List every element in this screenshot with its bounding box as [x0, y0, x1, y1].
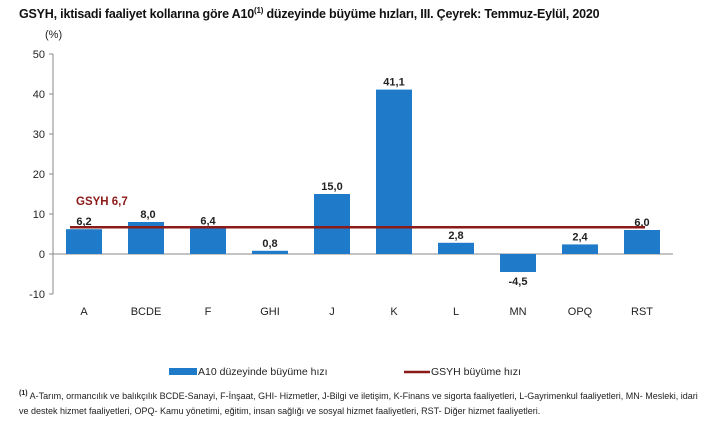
bar-F	[190, 228, 226, 254]
data-label: -4,5	[509, 276, 528, 288]
bar-A	[66, 229, 102, 254]
data-label: 2,8	[448, 230, 463, 242]
chart-title: GSYH, iktisadi faaliyet kollarına göre A…	[19, 6, 600, 22]
bar-MN	[500, 254, 536, 272]
legend-label-line: GSYH büyüme hızı	[431, 366, 521, 378]
data-label: 8,0	[140, 209, 155, 221]
y-tick-label: 30	[33, 129, 45, 141]
legend-label-bars: A10 düzeyinde büyüme hızı	[198, 366, 328, 378]
y-tick-label: -10	[29, 289, 45, 301]
x-tick-label: GHI	[260, 306, 280, 318]
data-label: 6,4	[200, 215, 216, 227]
bar-OPQ	[562, 244, 598, 254]
y-tick-label: 0	[39, 249, 45, 261]
y-tick-label: 10	[33, 209, 45, 221]
data-label: 6,2	[76, 216, 91, 228]
x-tick-label: RST	[631, 306, 653, 318]
bar-GHI	[252, 250, 288, 254]
bar-L	[438, 242, 474, 254]
data-label: 15,0	[321, 181, 342, 193]
gsyh-label: GSYH 6,7	[76, 196, 128, 208]
x-tick-label: OPQ	[568, 306, 593, 318]
x-tick-label: MN	[509, 306, 526, 318]
legend-swatch-bars	[169, 368, 197, 375]
x-tick-label: F	[205, 306, 212, 318]
bar-RST	[624, 230, 660, 254]
x-tick-label: BCDE	[131, 306, 162, 318]
bar-J	[314, 194, 350, 254]
footnote: (1) A-Tarım, ormancılık ve balıkçılık BC…	[19, 390, 698, 416]
bar-K	[376, 89, 412, 254]
x-tick-label: A	[80, 306, 88, 318]
y-axis-unit: (%)	[45, 29, 63, 41]
x-tick-label: L	[453, 306, 459, 318]
x-tick-label: K	[390, 306, 398, 318]
y-tick-label: 40	[33, 89, 45, 101]
data-label: 0,8	[262, 238, 277, 250]
y-tick-label: 50	[33, 49, 45, 61]
data-label: 41,1	[383, 77, 404, 89]
y-tick-label: 20	[33, 169, 45, 181]
x-tick-label: J	[329, 306, 335, 318]
data-label: 2,4	[572, 231, 588, 243]
